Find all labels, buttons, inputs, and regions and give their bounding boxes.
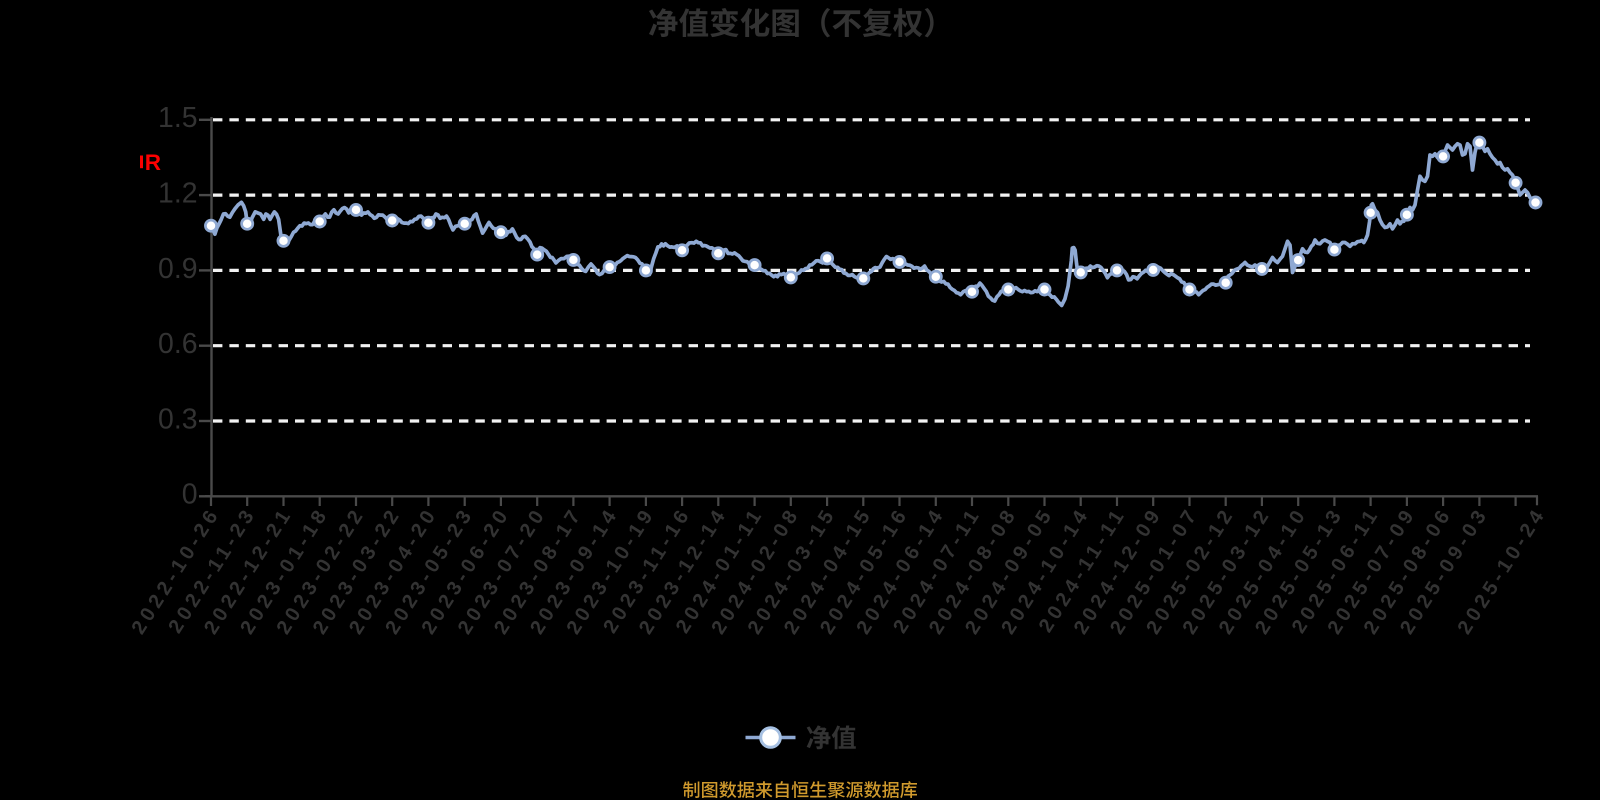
- svg-text:R: R: [145, 150, 161, 175]
- svg-text:0.9: 0.9: [158, 253, 197, 285]
- svg-text:0.6: 0.6: [158, 328, 197, 360]
- svg-text:0: 0: [182, 479, 198, 511]
- svg-text:1.2: 1.2: [158, 178, 197, 210]
- svg-text:1.5: 1.5: [158, 102, 197, 134]
- svg-text:0.3: 0.3: [158, 403, 197, 435]
